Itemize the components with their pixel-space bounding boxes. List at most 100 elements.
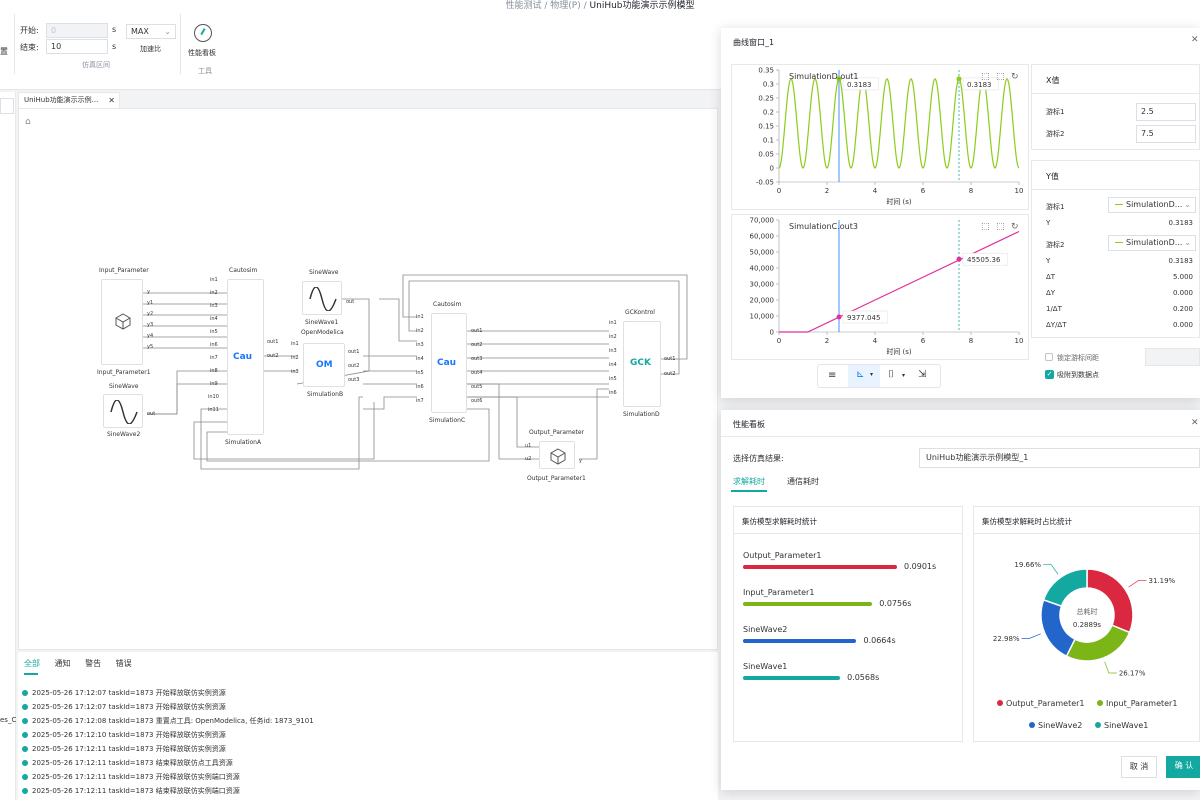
tab-model[interactable]: UniHub功能演示示例... ✕: [18, 92, 120, 108]
sine-wave-icon: [110, 400, 138, 424]
sidebar-search-box[interactable]: [0, 98, 14, 114]
port-label: in3: [210, 303, 218, 309]
y-tick-label: 30,000: [750, 281, 775, 289]
x-tick-label: 6: [921, 337, 926, 345]
tab-comm-time[interactable]: 通信耗时: [787, 477, 819, 486]
port-label: in4: [416, 356, 424, 362]
plot-tool-icon: ↻: [1011, 222, 1019, 232]
simA-block[interactable]: Cau: [227, 279, 264, 435]
sinewave1-block[interactable]: [302, 281, 342, 315]
delta-label: ΔY/ΔT: [1046, 321, 1067, 329]
port-label: in2: [291, 355, 299, 361]
donut-chart: 31.19% 26.17% 22.98% 19.66% Output_Parameter…: [993, 561, 1178, 730]
log-tab-notice[interactable]: 通知: [54, 659, 71, 668]
chevron-down-icon: ▾: [902, 372, 906, 379]
sliders-icon[interactable]: ≡: [828, 370, 837, 381]
log-line: 2025-05-26 17:12:08 taskId=1873 重置点工具: O…: [18, 714, 314, 728]
series-line: [778, 78, 1020, 169]
output-param-block[interactable]: [539, 441, 575, 469]
divider: [721, 436, 1200, 437]
end-input[interactable]: 10: [46, 39, 108, 54]
bar-value-label: 0.0568s: [847, 673, 880, 682]
speed-select[interactable]: MAX ⌄: [126, 24, 176, 39]
select-value: SimulationD...: [1126, 200, 1183, 209]
simB-block[interactable]: OM: [303, 343, 345, 387]
log-tab-error[interactable]: 错误: [115, 659, 132, 668]
cursor2-x-input[interactable]: 7.5: [1136, 125, 1196, 143]
sinewave1-title: SineWave: [309, 269, 339, 276]
select-value: SimulationD...: [1126, 238, 1183, 247]
lock-cursor-checkbox[interactable]: [1045, 353, 1053, 361]
cursor2-label: 游标2: [1046, 130, 1065, 138]
log-tabs: 全部 通知 警告 错误: [24, 658, 144, 669]
cancel-button[interactable]: 取 消: [1121, 756, 1157, 778]
start-input[interactable]: 0: [46, 23, 108, 38]
confirm-button[interactable]: 确 认: [1166, 756, 1200, 778]
delta-label: ΔT: [1046, 273, 1056, 281]
snap-checkbox[interactable]: ✓: [1045, 370, 1054, 379]
log-tab-all[interactable]: 全部: [24, 659, 40, 668]
cube-icon: [550, 448, 566, 465]
total-time-label: 总耗时: [1076, 608, 1098, 616]
close-icon[interactable]: ✕: [1191, 35, 1199, 45]
log-tab-warning[interactable]: 警告: [85, 659, 102, 668]
simC-block[interactable]: Cau: [431, 313, 467, 413]
x-tick-label: 2: [825, 337, 829, 345]
end-label: 结束:: [20, 43, 39, 52]
tab-label: UniHub功能演示示例...: [24, 96, 99, 104]
perf-board-button[interactable]: 性能看板: [188, 49, 216, 57]
plot2-chart[interactable]: 70,000 60,000 50,000 40,000 30,000 20,000 10,0…: [731, 214, 1029, 360]
cursor1-x-input[interactable]: 2.5: [1136, 103, 1196, 121]
donut-slice: [1042, 568, 1088, 608]
diagram-canvas[interactable]: ⌂: [18, 108, 718, 650]
start-label: 开始:: [20, 26, 39, 35]
cursor-value-label: 0.3183: [967, 81, 992, 89]
lock-spacing-input[interactable]: [1145, 348, 1200, 366]
simD-block[interactable]: GCK: [623, 321, 661, 407]
plot1-chart[interactable]: 0.350.30.250.20.150.10.050-0.050 2 4 6 8 10时间…: [731, 64, 1029, 210]
input-param-block[interactable]: [101, 279, 143, 365]
y-tick-label: 0.1: [763, 137, 774, 145]
cursor-point: [836, 76, 842, 82]
sinewave2-name: SineWave2: [107, 431, 141, 438]
breadcrumb-item[interactable]: 性能测试: [505, 1, 542, 11]
y-tick-label: 0.35: [758, 67, 774, 75]
cursor1-series-select[interactable]: SimulationD... ⌄: [1108, 197, 1196, 213]
port-label: out: [346, 299, 355, 305]
port-label: in5: [210, 329, 218, 335]
bar-category-label: Input_Parameter1: [743, 588, 815, 597]
x-axis-label: 时间 (s): [886, 347, 912, 356]
curve-window-title: 曲线窗口_1: [733, 38, 775, 47]
cau-logo: Cau: [437, 358, 457, 368]
result-select[interactable]: UniHub功能演示示例模型_1: [919, 448, 1200, 468]
tab-solve-time[interactable]: 求解耗时: [733, 477, 765, 486]
cursor-mode-button[interactable]: ⊾ ▾: [848, 365, 880, 387]
simA-name: SimulationA: [225, 439, 262, 446]
cursor2-series-select[interactable]: SimulationD... ⌄: [1108, 235, 1196, 251]
gauge-icon[interactable]: [194, 24, 212, 42]
close-icon[interactable]: ✕: [1191, 418, 1199, 428]
log-text: 2025-05-26 17:12:11 taskId=1873 开始释放联仿实例…: [32, 745, 226, 753]
cube-icon: [115, 313, 131, 330]
camera-icon[interactable]: ⌷: [888, 369, 894, 380]
bar-chart: Output_Parameter1 0.0901s Input_Parameter1…: [734, 507, 962, 737]
slice-percent-label: 22.98%: [993, 635, 1020, 643]
home-icon[interactable]: ⌂: [25, 117, 31, 127]
breadcrumb-item[interactable]: 物理(P): [550, 1, 581, 11]
sinewave2-block[interactable]: [103, 394, 143, 428]
delta-value: 0.200: [1172, 305, 1193, 313]
curve-window: 曲线窗口_1 ✕ 0.35 0.3 0.25 0.2 0.15 0.1 0.05 0 -0.05…: [721, 28, 1200, 398]
port-label: y1: [147, 300, 154, 306]
pie-card-title: 集仿模型求解耗时占比统计: [982, 517, 1072, 526]
bar: [743, 639, 857, 643]
close-icon[interactable]: ✕: [108, 96, 115, 105]
simB-name: SimulationB: [307, 391, 344, 398]
bar-value-label: 0.0756s: [879, 599, 912, 608]
left-fragment: es_C: [0, 716, 17, 724]
bar-card-title: 集仿模型求解耗时统计: [742, 517, 817, 526]
legend-label: SineWave1: [1104, 721, 1148, 730]
om-logo: OM: [316, 360, 333, 370]
port-label: in10: [208, 394, 219, 400]
total-time-value: 0.2889s: [1072, 621, 1102, 629]
export-icon[interactable]: ⇲: [918, 369, 927, 380]
